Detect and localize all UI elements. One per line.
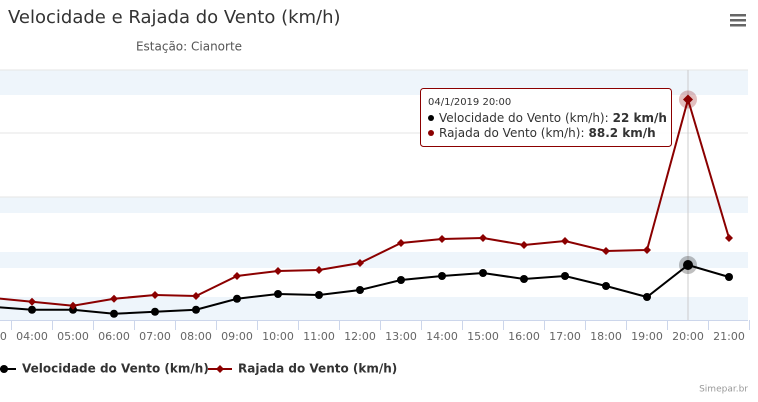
x-tick-label: 19:00 (631, 330, 663, 343)
tooltip-header: 04/1/2019 20:00 (428, 97, 511, 108)
point (315, 291, 323, 299)
x-tick-label: 20:00 (672, 330, 704, 343)
point (28, 297, 36, 306)
point (274, 267, 282, 275)
point (643, 246, 651, 254)
menu-bar (730, 14, 746, 17)
point (151, 291, 159, 299)
plot-band (0, 252, 748, 268)
point (520, 241, 528, 249)
x-tick-label: 05:00 (57, 330, 89, 343)
legend-label[interactable]: Rajada do Vento (km/h) (238, 362, 397, 376)
x-tick-label: 13:00 (385, 330, 417, 343)
chart-subtitle: Estação: Cianorte (136, 40, 242, 54)
point (725, 234, 733, 242)
tooltip-box (420, 88, 672, 147)
point (192, 305, 200, 314)
point (438, 272, 446, 280)
point (110, 294, 118, 303)
x-tick-label: 09:00 (221, 330, 253, 343)
legend-marker (216, 365, 224, 373)
point (356, 286, 364, 294)
point (479, 269, 487, 277)
menu-bar (730, 24, 746, 27)
point (233, 272, 241, 280)
point (110, 309, 118, 318)
x-tick-label: 11:00 (303, 330, 335, 343)
point (479, 234, 487, 242)
point (643, 293, 651, 301)
tooltip-bullet (428, 115, 434, 121)
point (725, 273, 733, 281)
point (69, 301, 77, 310)
point (520, 275, 528, 283)
menu-bar (730, 19, 746, 22)
point (602, 247, 610, 255)
point (192, 292, 200, 300)
point (602, 282, 610, 290)
point (561, 272, 569, 280)
tooltip-row: Rajada do Vento (km/h): 88.2 km/h (439, 126, 656, 140)
point (151, 307, 159, 316)
point (561, 237, 569, 245)
tooltip-label: Rajada do Vento (km/h): (439, 126, 585, 140)
x-tick-label: 08:00 (180, 330, 212, 343)
x-tick-label: 14:00 (426, 330, 458, 343)
point (356, 259, 364, 267)
x-tick-label: 18:00 (590, 330, 622, 343)
x-tick-label: 17:00 (549, 330, 581, 343)
x-tick-label: 06:00 (98, 330, 130, 343)
tooltip-value: 88.2 km/h (589, 126, 656, 140)
point (438, 235, 446, 243)
legend-marker (0, 365, 8, 373)
point (28, 305, 36, 314)
x-tick-label: 12:00 (344, 330, 376, 343)
tooltip-label: Velocidade do Vento (km/h): (439, 111, 609, 125)
point (397, 239, 405, 247)
plot-band (0, 297, 748, 320)
tooltip-value: 22 km/h (613, 111, 667, 125)
menu-button[interactable] (730, 14, 746, 27)
x-tick-label: 04:00 (16, 330, 48, 343)
point (233, 294, 241, 303)
x-tick-label: 15:00 (467, 330, 499, 343)
x-tick-label: 16:00 (508, 330, 540, 343)
tooltip-bullet (428, 130, 434, 136)
point (683, 260, 693, 270)
x-tick-label: 10:00 (262, 330, 294, 343)
point (683, 94, 693, 105)
point (315, 266, 323, 274)
plot-band (0, 197, 748, 213)
point (274, 290, 282, 298)
x-tick-label: 03:00 (0, 330, 7, 343)
credits[interactable]: Simepar.br (699, 385, 748, 395)
x-tick-label: 07:00 (139, 330, 171, 343)
tooltip-row: Velocidade do Vento (km/h): 22 km/h (439, 111, 667, 125)
point (397, 276, 405, 284)
legend-label[interactable]: Velocidade do Vento (km/h) (22, 362, 209, 376)
x-tick-label: 21:00 (713, 330, 745, 343)
plot-bands (0, 69, 748, 320)
chart-title: Velocidade e Rajada do Vento (km/h) (8, 7, 341, 28)
